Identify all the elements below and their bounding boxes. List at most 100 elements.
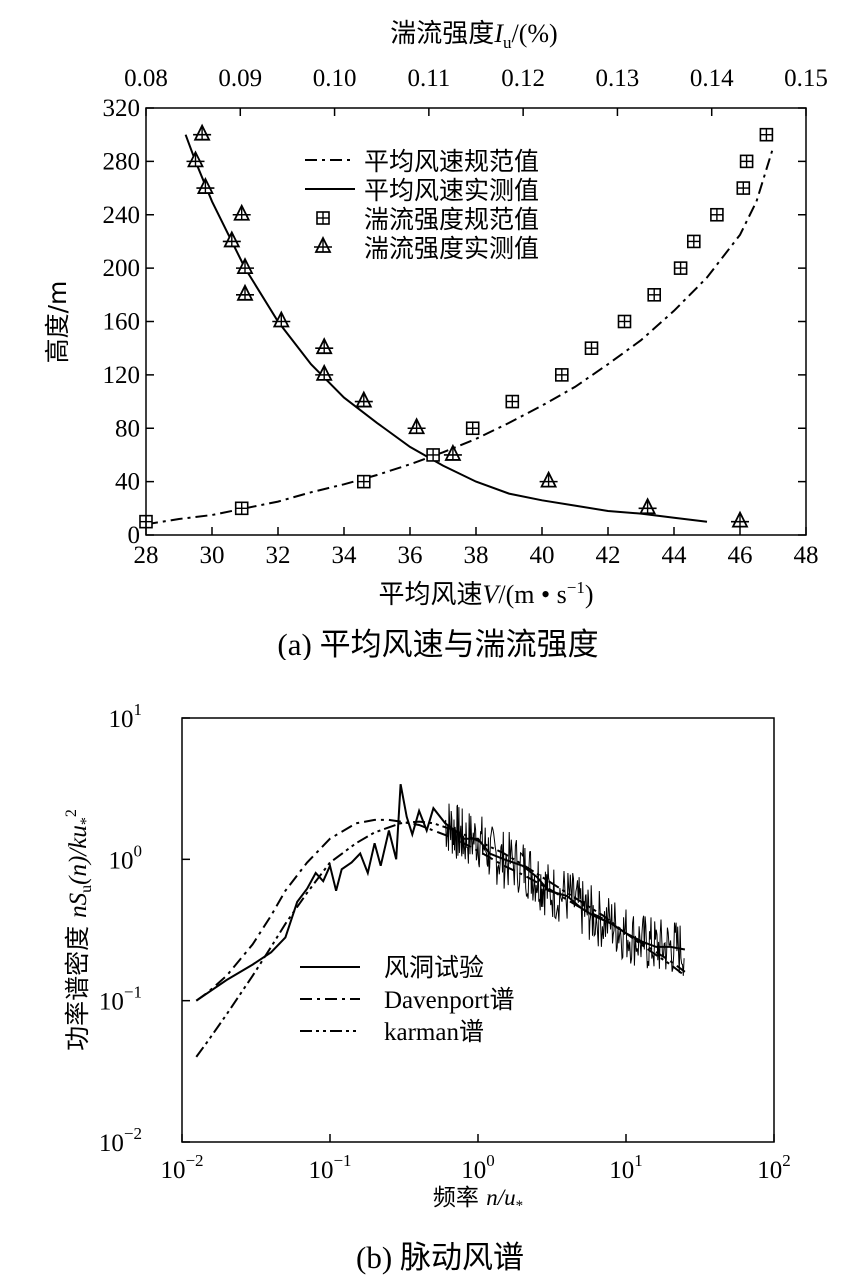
square-point <box>710 207 724 222</box>
triangle-point <box>443 443 462 461</box>
x-tick-label: 46 <box>728 542 753 569</box>
triangle-point <box>407 417 426 435</box>
square-point <box>356 474 371 489</box>
triangle-point <box>232 203 251 221</box>
x-title-var: n/u <box>486 1185 515 1210</box>
series-line-dash-dot <box>145 147 774 526</box>
series-noise-band <box>444 803 685 976</box>
x-tick-label: 42 <box>596 542 621 569</box>
tick-exp: 0 <box>134 841 143 860</box>
square-point <box>759 127 774 142</box>
tick-exp: −1 <box>124 983 142 1002</box>
top-tick-label: 0.09 <box>218 65 262 92</box>
x-tick-label: 30 <box>200 542 225 569</box>
legend-label: karman谱 <box>384 1018 484 1046</box>
triangle-point <box>539 470 558 488</box>
y-axis-title-a: 高度/m <box>43 281 72 364</box>
x-tick-label-b: 100 <box>461 1151 495 1184</box>
x-axis-title-sup: −1 <box>567 578 585 597</box>
x-axis-title-main: 平均风速 <box>379 580 483 610</box>
top-tick-label: 0.11 <box>407 65 450 92</box>
triangle-point <box>315 337 334 355</box>
y-tick-label: 200 <box>103 255 141 282</box>
y-title-mid: (n)/ku <box>65 825 92 885</box>
triangle-point <box>236 283 254 301</box>
tick-base: 10 <box>109 847 134 874</box>
plot-frame-b <box>181 717 775 1143</box>
legend-a: 平均风速规范值 平均风速实测值 湍流强度规范值 湍流强度实测值 <box>305 147 539 263</box>
top-axis-title: 湍流强度Iu/(%) <box>390 19 557 52</box>
top-axis-title-sub: u <box>503 33 512 52</box>
square-point <box>736 181 751 195</box>
chart-b-series <box>195 784 686 1058</box>
tick-base: 10 <box>99 1130 124 1157</box>
y-tick-label-b: 101 <box>109 700 143 733</box>
y-tick-label-b: 10−2 <box>99 1124 142 1157</box>
tick-base: 10 <box>99 989 124 1016</box>
x-axis-title-close: ) <box>585 580 594 609</box>
top-axis-ticks: 0.08 0.09 0.10 0.11 0.12 0.13 0.14 0.15 <box>124 65 828 116</box>
square-point <box>426 448 440 462</box>
tick-exp: 1 <box>134 700 143 719</box>
x-tick-label: 36 <box>398 542 423 569</box>
chart-a: 湍流强度Iu/(%) 0.08 0.09 0.10 0.11 0.12 0.13 0.14 0… <box>43 19 828 660</box>
x-tick-label: 44 <box>662 542 688 569</box>
top-tick-label: 0.12 <box>501 65 545 92</box>
legend-label: Davenport谱 <box>384 986 515 1014</box>
triangle-point <box>193 123 212 141</box>
square-point <box>554 368 569 382</box>
x-axis-ticks-b: 10−2 10−1 100 101 102 <box>160 1134 791 1184</box>
legend-label: 风洞试验 <box>384 953 484 982</box>
y-title-var1: nS <box>65 892 92 918</box>
legend-square-marker <box>316 211 330 225</box>
x-axis-title-unit: /(m • s <box>498 580 566 609</box>
top-tick-label: 0.10 <box>313 65 357 92</box>
series-dash-dot <box>195 818 686 1002</box>
x-title-main: 频率 <box>433 1185 486 1211</box>
legend-swatch-triangle <box>314 235 332 253</box>
y-axis-title-b: 功率谱密度 nSu(n)/ku*2 <box>63 809 95 1051</box>
tick-base: 10 <box>609 1157 634 1184</box>
y-tick-label-b: 100 <box>109 841 143 874</box>
square-point <box>617 314 632 329</box>
x-tick-label-b: 10−1 <box>308 1151 351 1184</box>
x-tick-label: 48 <box>794 542 819 569</box>
y-axis-ticks: 0 40 80 120 160 200 240 280 320 <box>103 95 806 549</box>
tick-exp: −1 <box>333 1151 351 1170</box>
square-point <box>584 341 599 355</box>
x-tick-label-b: 10−2 <box>160 1151 203 1184</box>
tick-exp: −2 <box>185 1151 203 1170</box>
legend-label: 湍流强度规范值 <box>364 205 539 234</box>
y-tick-label: 120 <box>103 362 141 389</box>
triangle-point <box>638 497 657 515</box>
tick-exp: 2 <box>782 1151 791 1170</box>
plot-frame-a <box>145 107 807 536</box>
triangle-point <box>236 257 254 275</box>
chart-a-series <box>139 123 774 529</box>
tick-base: 10 <box>109 706 134 733</box>
tick-base: 10 <box>757 1157 782 1184</box>
triangle-point <box>272 310 291 328</box>
tick-exp: 0 <box>486 1151 495 1170</box>
y-title-sub1: u <box>78 885 95 893</box>
square-point <box>234 501 249 516</box>
legend-triangle-marker <box>314 235 332 253</box>
x-axis-ticks: 28 30 32 34 36 38 40 42 44 46 48 <box>134 527 819 569</box>
top-axis-title-var: I <box>493 19 504 48</box>
y-tick-label: 160 <box>103 309 141 336</box>
x-tick-label: 40 <box>530 542 555 569</box>
square-point <box>739 154 754 169</box>
top-tick-label: 0.08 <box>124 65 168 92</box>
legend-label: 平均风速规范值 <box>364 147 539 176</box>
x-tick-label: 32 <box>266 542 291 569</box>
top-tick-label: 0.13 <box>596 65 640 92</box>
x-title-sub: * <box>516 1198 524 1214</box>
square-point <box>505 394 520 409</box>
triangle-point <box>196 177 215 194</box>
x-tick-label: 38 <box>464 542 489 569</box>
legend-label: 平均风速实测值 <box>364 176 539 205</box>
tick-exp: 1 <box>634 1151 643 1170</box>
top-axis-title-unit: /(%) <box>511 19 557 48</box>
x-tick-label: 34 <box>332 542 358 569</box>
x-tick-label-b: 102 <box>757 1151 791 1184</box>
